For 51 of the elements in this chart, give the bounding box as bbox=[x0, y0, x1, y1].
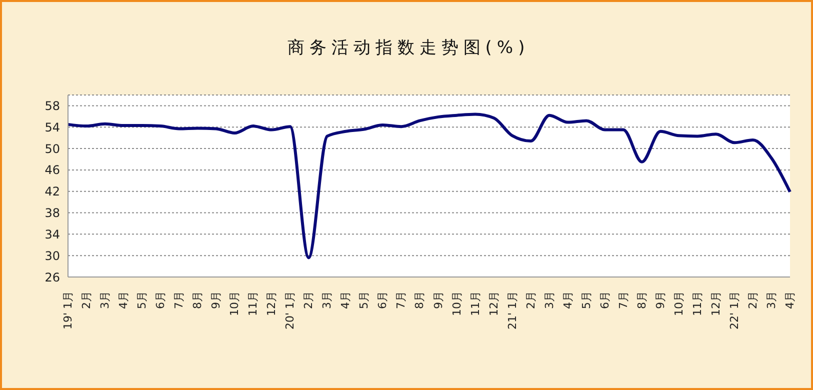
y-tick-label: 46 bbox=[44, 163, 60, 178]
x-tick-label: 6月 bbox=[154, 291, 168, 309]
x-tick-label: 4月 bbox=[784, 291, 796, 309]
x-tick-label: 2月 bbox=[524, 291, 538, 309]
x-tick-label: 10月 bbox=[450, 291, 464, 316]
x-tick-label: 2月 bbox=[302, 291, 316, 309]
line-series bbox=[66, 112, 792, 260]
x-tick-label: 19' 1月 bbox=[62, 291, 74, 330]
x-tick-label: 7月 bbox=[172, 291, 186, 309]
x-tick-label: 4月 bbox=[561, 291, 574, 309]
y-tick-label: 54 bbox=[44, 120, 60, 134]
x-tick-label: 4月 bbox=[117, 291, 130, 309]
x-tick-label: 5月 bbox=[580, 291, 593, 309]
x-tick-label: 8月 bbox=[635, 291, 648, 309]
x-tick-label: 10月 bbox=[228, 291, 242, 316]
x-tick-label: 2月 bbox=[746, 291, 760, 309]
x-tick-label: 5月 bbox=[358, 291, 371, 309]
x-tick-label: 3月 bbox=[98, 291, 112, 309]
x-tick-label: 8月 bbox=[191, 291, 204, 309]
x-tick-label: 4月 bbox=[339, 291, 352, 309]
x-tick-label: 21' 1月 bbox=[506, 291, 519, 330]
x-tick-label: 6月 bbox=[598, 291, 612, 309]
x-tick-label: 11月 bbox=[468, 291, 482, 316]
x-tick-label: 12月 bbox=[487, 291, 500, 316]
y-tick-label: 38 bbox=[44, 206, 60, 220]
x-tick-label: 8月 bbox=[413, 291, 426, 309]
x-tick-label: 7月 bbox=[394, 291, 408, 309]
x-tick-label: 22' 1月 bbox=[728, 291, 741, 330]
x-tick-label: 11月 bbox=[246, 291, 260, 316]
y-tick-label: 50 bbox=[44, 142, 60, 156]
x-tick-label: 12月 bbox=[265, 291, 278, 316]
y-tick-label: 34 bbox=[44, 227, 60, 242]
x-tick-label: 10月 bbox=[672, 291, 686, 316]
y-tick-label: 58 bbox=[44, 98, 60, 113]
x-tick-label: 12月 bbox=[709, 291, 722, 316]
x-tick-label: 3月 bbox=[764, 291, 778, 309]
chart-title: 商务活动指数走势图(%) bbox=[286, 37, 531, 59]
x-tick-label: 9月 bbox=[210, 291, 223, 309]
x-tick-label: 9月 bbox=[654, 291, 667, 309]
x-tick-label: 3月 bbox=[542, 291, 556, 309]
x-tick-label: 2月 bbox=[80, 291, 94, 309]
y-tick-label: 30 bbox=[44, 248, 60, 263]
x-tick-label: 3月 bbox=[320, 291, 334, 309]
x-tick-label: 7月 bbox=[616, 291, 630, 309]
y-tick-label: 42 bbox=[44, 184, 60, 199]
x-tick-label: 11月 bbox=[690, 291, 704, 316]
x-tick-label: 20' 1月 bbox=[284, 291, 297, 330]
x-tick-label: 6月 bbox=[376, 291, 390, 309]
y-tick-label: 26 bbox=[44, 270, 60, 284]
x-tick-label: 9月 bbox=[432, 291, 445, 309]
x-tick-label: 5月 bbox=[136, 291, 149, 309]
